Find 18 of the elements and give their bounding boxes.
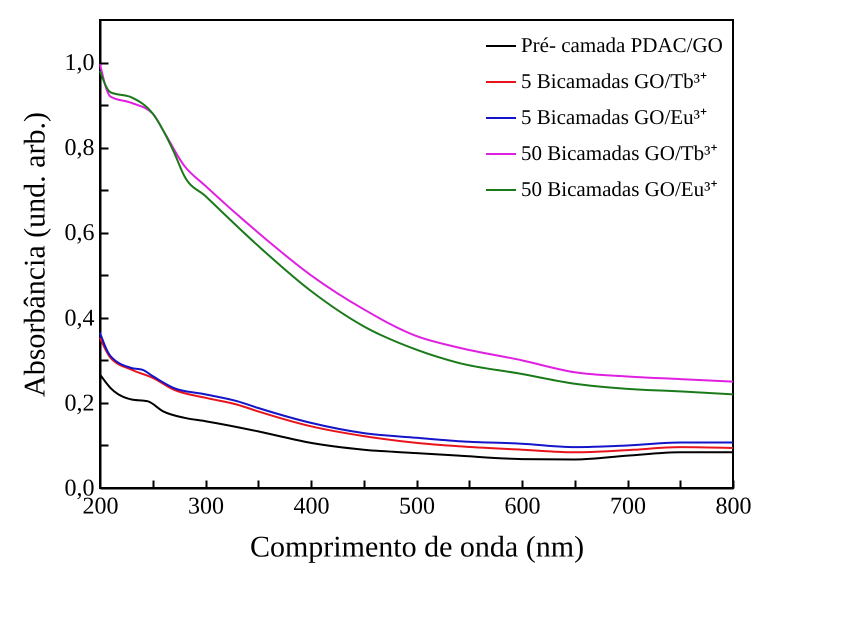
x-tick-label: 300 xyxy=(188,494,224,520)
legend-label: 5 Bicamadas GO/Tb³⁺ xyxy=(521,69,707,93)
x-axis-title: Comprimento de onda (nm) xyxy=(250,530,584,564)
x-tick-label: 500 xyxy=(399,494,435,520)
y-tick-label: 0,6 xyxy=(64,220,94,246)
y-tick-label: 0,8 xyxy=(64,135,94,162)
legend-label: 5 Bicamadas GO/Eu³⁺ xyxy=(521,105,707,129)
x-tick-label: 600 xyxy=(504,494,540,520)
x-tick-label: 700 xyxy=(610,494,646,520)
x-tick-label: 800 xyxy=(716,494,752,520)
x-tick-label: 400 xyxy=(294,494,330,520)
y-tick-label: 1,0 xyxy=(64,50,94,76)
y-tick-label: 0,2 xyxy=(64,390,94,416)
legend-label: 50 Bicamadas GO/Eu³⁺ xyxy=(521,177,718,201)
y-tick-label: 0,4 xyxy=(64,305,94,332)
legend-label: 50 Bicamadas GO/Tb³⁺ xyxy=(521,141,718,165)
legend-label: Pré- camada PDAC/GO xyxy=(521,33,723,57)
y-axis-title: Absorbância (und. arb.) xyxy=(18,112,52,397)
